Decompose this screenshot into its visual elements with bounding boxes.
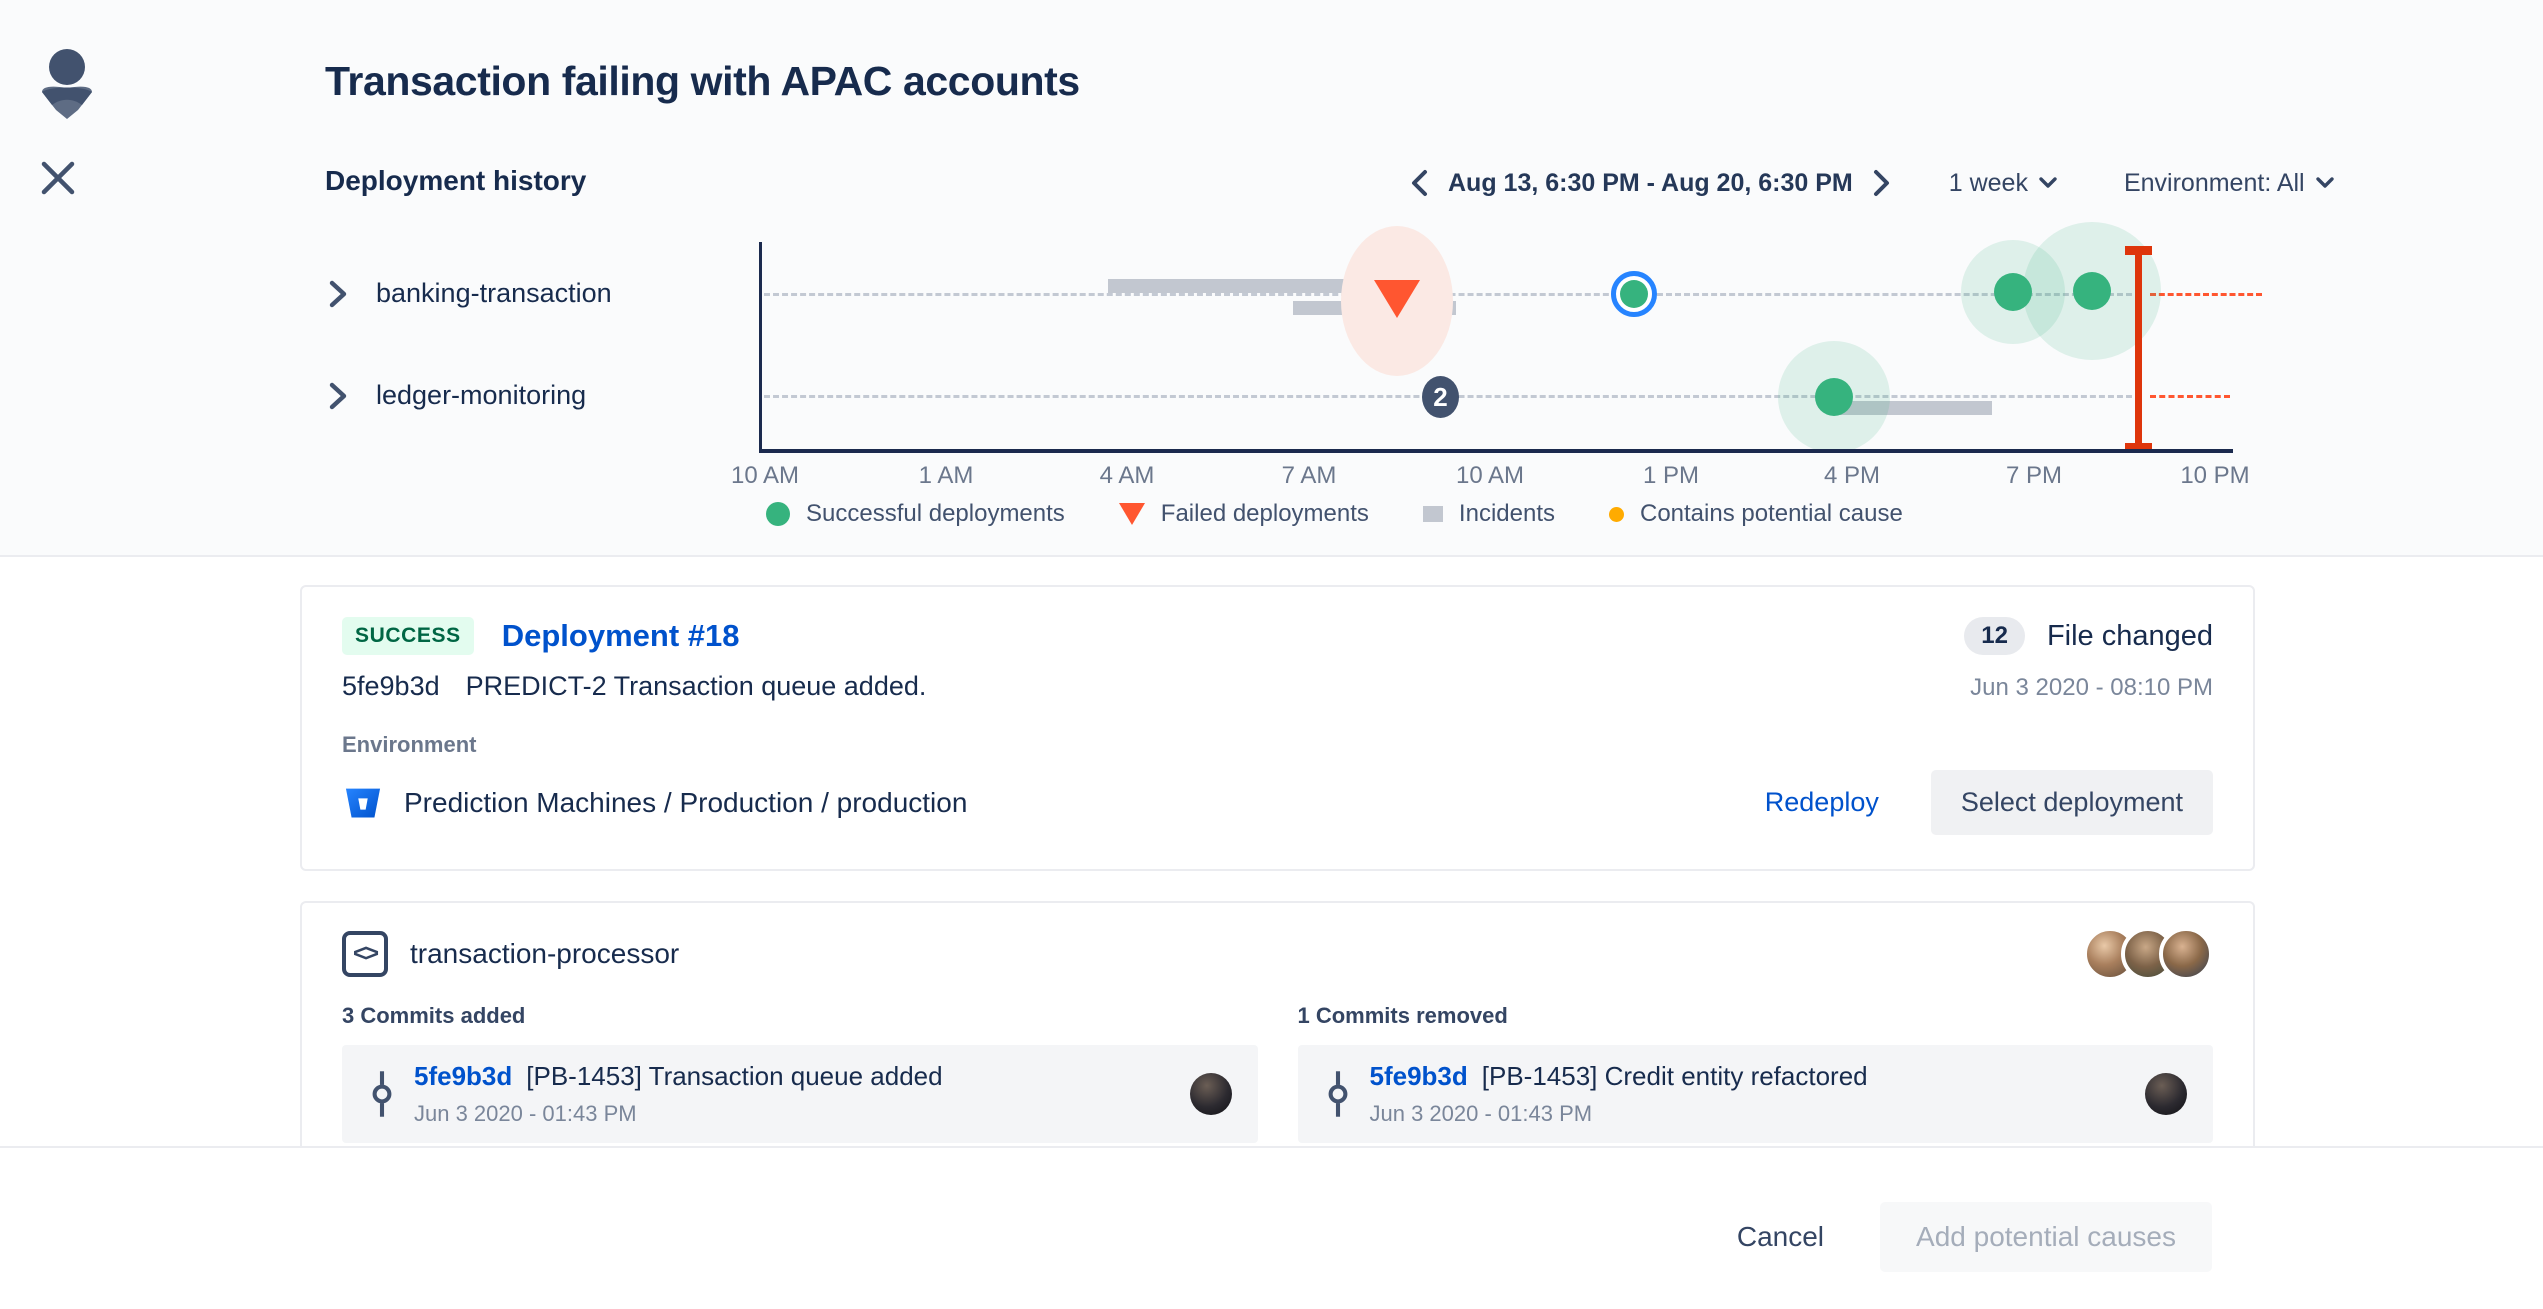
bitbucket-icon	[345, 788, 381, 817]
successful-deployment-marker[interactable]	[2073, 272, 2111, 310]
commit-date: Jun 3 2020 - 01:43 PM	[414, 1101, 637, 1126]
chevron-down-icon	[2315, 177, 2334, 188]
selected-deployment-marker[interactable]	[1611, 271, 1657, 317]
environment-label: Environment	[342, 732, 477, 757]
deployment-history-panel: Transaction failing with APAC accounts D…	[0, 0, 2543, 557]
deployment-timestamp: Jun 3 2020 - 08:10 PM	[1970, 674, 2213, 701]
red-triangle-icon	[1118, 503, 1145, 525]
date-range-label: Aug 13, 6:30 PM - Aug 20, 6:30 PM	[1448, 168, 1853, 197]
commit-hash-link[interactable]: 5fe9b3d	[414, 1061, 513, 1091]
files-changed-count-badge: 12	[1964, 617, 2025, 655]
page-title: Transaction failing with APAC accounts	[325, 58, 1080, 104]
legend-successful-deployments: Successful deployments	[766, 500, 1065, 528]
person-avatar-icon	[36, 46, 98, 124]
current-time-marker	[2125, 246, 2152, 452]
commit-row[interactable]: 5fe9b3d [PB-1453] Transaction queue added…	[342, 1045, 1258, 1143]
commit-hash-link[interactable]: 5fe9b3d	[1369, 1061, 1468, 1091]
chart-red-dashed-line	[2150, 293, 2262, 296]
chart-controls: Aug 13, 6:30 PM - Aug 20, 6:30 PM 1 week…	[1398, 163, 2335, 203]
axis-tick: 1 PM	[1642, 462, 1700, 489]
commit-hash: 5fe9b3d	[342, 671, 440, 701]
incident-bar	[1108, 279, 1348, 293]
axis-tick: 7 PM	[2005, 462, 2063, 489]
status-badge: SUCCESS	[342, 617, 474, 655]
successful-deployment-marker	[1620, 280, 1648, 308]
commits-removed-header: 1 Commits removed	[1297, 1003, 1508, 1028]
commits-added-column: 3 Commits added 5fe9b3d [PB-1453] Transac…	[342, 1003, 1258, 1146]
commit-row[interactable]: 5fe9b3d [PB-1453] Credit entity refactore…	[1297, 1045, 2213, 1143]
axis-tick: 4 PM	[1823, 462, 1881, 489]
green-circle-icon	[766, 502, 790, 526]
axis-tick: 1 AM	[918, 462, 974, 489]
commits-added-header: 3 Commits added	[342, 1003, 526, 1028]
chart-x-axis	[759, 449, 2233, 453]
legend-incidents: Incidents	[1422, 500, 1555, 528]
environment-path: Prediction Machines / Production / produ…	[404, 786, 968, 818]
dialog-footer: Cancel Add potential causes	[0, 1150, 2543, 1309]
environment-dropdown[interactable]: Environment: All	[2124, 169, 2335, 198]
section-title: Deployment history	[325, 165, 587, 196]
repository-code-icon: <>	[342, 931, 388, 977]
chart-row-ledger-monitoring[interactable]: ledger-monitoring	[328, 380, 586, 411]
repository-card: <> transaction-processor 3 Commits added	[300, 901, 2255, 1146]
deployment-commit-summary: 5fe9b3d PREDICT-2 Transaction queue added…	[342, 671, 926, 702]
grouped-deployments-badge[interactable]: 2	[1422, 376, 1459, 418]
chevron-right-icon	[329, 382, 347, 409]
environment-value: Environment: All	[2123, 168, 2305, 197]
chevron-right-icon[interactable]	[1861, 168, 1903, 198]
legend-failed-deployments: Failed deployments	[1118, 500, 1369, 528]
avatar	[1189, 1073, 1232, 1115]
duration-dropdown[interactable]: 1 week	[1949, 169, 2058, 198]
chart-red-dashed-line	[2150, 395, 2230, 398]
repository-name: transaction-processor	[410, 938, 680, 969]
redeploy-button[interactable]: Redeploy	[1764, 787, 1879, 817]
avatar	[2145, 1073, 2187, 1115]
contributor-avatars	[2083, 927, 2213, 981]
successful-deployment-marker[interactable]	[1815, 378, 1853, 416]
successful-deployment-marker[interactable]	[1994, 273, 2032, 311]
chart-row-banking-transaction[interactable]: banking-transaction	[328, 278, 612, 309]
close-button[interactable]	[36, 156, 80, 200]
git-commit-icon	[372, 1071, 392, 1117]
axis-tick: 7 AM	[1281, 462, 1337, 489]
chart-legend: Successful deployments Failed deployment…	[766, 500, 1903, 528]
commit-message: PREDICT-2 Transaction queue added.	[465, 671, 927, 701]
commit-message: [PB-1453] Transaction queue added	[526, 1061, 943, 1091]
chevron-down-icon	[2039, 177, 2057, 188]
git-commit-icon	[1328, 1071, 1347, 1117]
chart-row-label: ledger-monitoring	[376, 380, 587, 410]
axis-tick: 10 AM	[1455, 462, 1525, 489]
commit-message: [PB-1453] Credit entity refactored	[1481, 1061, 1868, 1091]
axis-tick: 10 PM	[2180, 462, 2250, 489]
chevron-left-icon[interactable]	[1398, 168, 1440, 198]
add-potential-causes-button[interactable]: Add potential causes	[1880, 1202, 2212, 1272]
cancel-button[interactable]: Cancel	[1736, 1221, 1825, 1252]
deployment-details-scroll-area: SUCCESS Deployment #18 12 File changed 5…	[0, 559, 2543, 1148]
orange-dot-icon	[1608, 506, 1624, 522]
deployment-card: SUCCESS Deployment #18 12 File changed 5…	[300, 585, 2255, 871]
failed-deployment-marker[interactable]	[1374, 280, 1420, 318]
legend-contains-potential-cause: Contains potential cause	[1608, 500, 1903, 528]
select-deployment-button[interactable]: Select deployment	[1930, 770, 2213, 835]
avatar	[2159, 927, 2213, 981]
deployment-link[interactable]: Deployment #18	[501, 618, 740, 653]
files-changed-label: File changed	[2046, 619, 2213, 652]
chart-row-label: banking-transaction	[376, 278, 612, 308]
duration-value: 1 week	[1948, 168, 2028, 197]
incident-bar	[1840, 401, 1992, 415]
commit-date: Jun 3 2020 - 01:43 PM	[1369, 1101, 1593, 1126]
chevron-right-icon	[329, 280, 347, 307]
chart-y-axis	[759, 242, 762, 452]
axis-tick: 10 AM	[730, 462, 800, 489]
commits-removed-column: 1 Commits removed 5fe9b3d [PB-1453] Credi…	[1297, 1003, 2213, 1146]
gray-bar-icon	[1422, 506, 1443, 522]
axis-tick: 4 AM	[1099, 462, 1155, 489]
